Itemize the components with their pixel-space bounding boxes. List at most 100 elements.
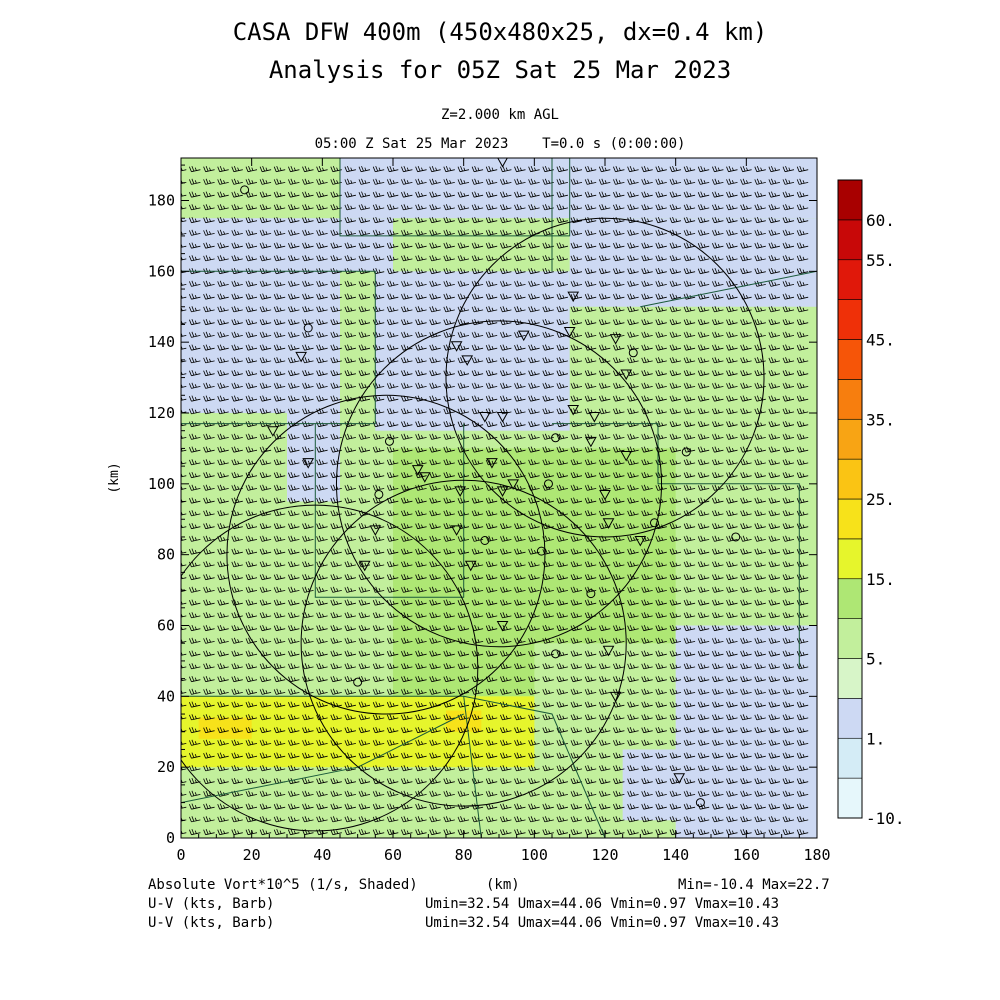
wind-barb [302,433,314,440]
wind-barb [669,548,682,555]
wind-barb [584,165,597,173]
wind-barb [697,484,710,491]
wind-barb [429,242,441,249]
wind-barb [500,242,512,249]
wind-barb [429,522,441,530]
wind-barb [754,790,766,797]
wind-barb [514,382,526,389]
plot-area [181,158,817,838]
wind-barb [669,484,682,491]
wind-barb [330,280,342,287]
wind-barb [782,191,795,198]
wind-barb [245,701,258,708]
wind-barb [500,752,512,759]
wind-barb [231,331,243,338]
colorbar-bin [837,418,863,460]
wind-barb [726,573,738,581]
wind-barb [372,701,385,708]
wind-barb [372,446,385,453]
wind-barb [302,663,314,670]
wind-barb [655,714,667,721]
site-marker-triangle [620,451,633,462]
wind-barb [598,522,611,530]
wind-barb [471,522,484,530]
wind-barb [754,267,766,275]
wind-barb [273,382,286,389]
wind-barb [669,331,682,338]
wind-barb [443,803,455,810]
wind-barb [796,701,809,708]
wind-barb [500,561,512,568]
wind-barb [782,204,795,211]
wind-barb [358,420,371,428]
wind-barb [556,331,568,338]
wind-barb [443,561,455,568]
wind-barb [330,395,342,402]
wind-barb [740,331,752,338]
wind-barb [457,242,470,249]
wind-barb [316,510,328,517]
wind-barb [372,612,385,619]
wind-barb [259,344,272,351]
wind-barb [712,280,724,287]
wind-barb [288,446,300,453]
wind-barb [217,714,229,721]
wind-barb [598,828,611,836]
chart-subtitle: Analysis for 05Z Sat 25 Mar 2023 [268,56,732,84]
wind-barb [316,229,328,236]
wind-barb [330,675,342,683]
wind-barb [457,191,470,198]
wind-barb [316,777,328,785]
wind-barb [556,688,568,695]
wind-barb [386,255,399,262]
wind-barb [697,191,710,198]
wind-barb [181,690,187,694]
wind-barb [613,395,625,402]
wind-barb [443,484,455,491]
wind-barb [372,535,385,542]
wind-barb [401,369,413,377]
wind-barb [203,675,215,683]
wind-barb [669,280,682,287]
wind-barb [740,408,752,415]
wind-barb [782,331,795,338]
wind-barb [386,790,399,797]
wind-barb [189,548,201,555]
wind-barb [726,165,738,173]
wind-barb [514,816,526,823]
wind-barb [217,790,229,797]
wind-barb [768,344,780,351]
wind-barb [584,331,597,338]
wind-barb [697,280,710,287]
wind-barb [542,446,554,453]
wind-barb [768,165,780,173]
wind-barb [655,828,667,836]
wind-barb [429,357,441,364]
wind-barb [613,357,625,364]
wind-barb [768,306,780,313]
wind-barb [316,573,328,581]
wind-barb [217,229,229,236]
wind-barb [641,739,653,746]
wind-barb [401,624,413,632]
wind-barb [471,382,484,389]
wind-barb [344,382,356,389]
wind-barb [712,306,724,313]
wind-barb [598,459,611,466]
wind-barb [697,229,710,236]
wind-barb [231,446,243,453]
wind-barb [259,357,272,364]
wind-barb [768,828,780,836]
y-tick-label: 80 [157,546,175,564]
wind-barb [683,510,696,517]
wind-barb [415,459,427,466]
x-tick-label: 120 [591,846,618,864]
wind-barb [740,446,752,453]
wind-barb [259,675,272,683]
wind-barb [584,688,597,695]
wind-barb [669,242,682,249]
wind-barb [485,714,498,721]
wind-barb [485,650,498,657]
wind-barb [768,777,780,785]
wind-barb [443,446,455,453]
